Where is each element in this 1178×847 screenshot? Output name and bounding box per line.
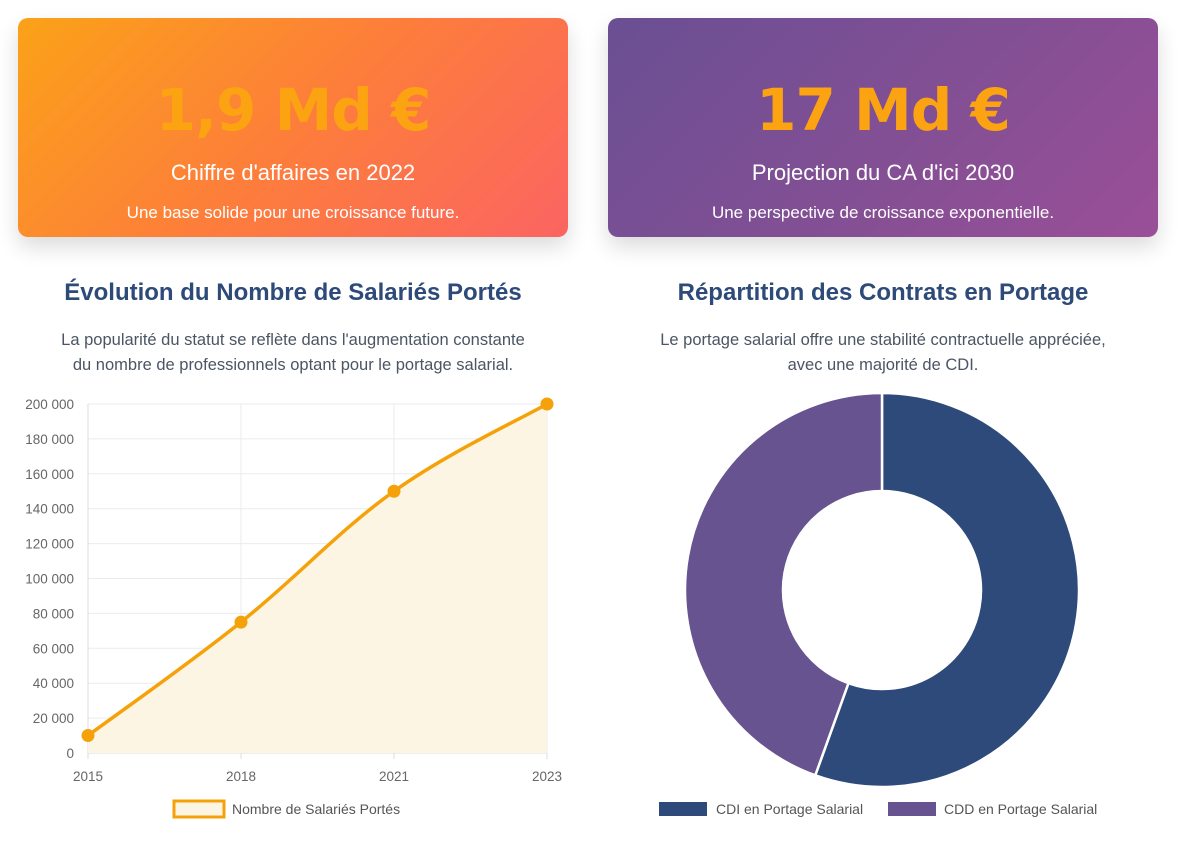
y-tick-label: 140 000	[25, 502, 74, 517]
data-point	[387, 484, 401, 498]
y-tick-label: 0	[66, 746, 74, 761]
card-label: Chiffre d'affaires en 2022	[170, 160, 416, 185]
line-chart-description: La popularité du statut se reflète dans …	[18, 328, 568, 378]
legend-label: Nombre de Salariés Portés	[232, 801, 400, 817]
donut-chart-description: Le portage salarial offre une stabilité …	[608, 328, 1158, 378]
series-area	[88, 404, 547, 753]
y-tick-label: 60 000	[33, 641, 74, 656]
x-tick-label: 2015	[73, 769, 103, 784]
card-label: Projection du CA d'ici 2030	[751, 160, 1015, 185]
data-point	[81, 729, 95, 743]
y-tick-label: 120 000	[25, 537, 74, 552]
card-value: 17 Md €	[756, 76, 1011, 144]
x-tick-label: 2018	[226, 769, 256, 784]
y-tick-label: 20 000	[33, 711, 74, 726]
description-line: avec une majorité de CDI.	[787, 356, 979, 374]
card-value: 1,9 Md €	[155, 76, 432, 144]
description-line: La popularité du statut se reflète dans …	[61, 331, 525, 349]
donut-slice	[813, 391, 1081, 789]
y-tick-label: 160 000	[25, 467, 74, 482]
legend-swatch	[659, 802, 707, 816]
data-point	[234, 615, 248, 629]
x-tick-label: 2023	[532, 769, 562, 784]
card-description: Une base solide pour une croissance futu…	[126, 203, 460, 222]
y-tick-label: 80 000	[33, 606, 74, 621]
y-tick-label: 40 000	[33, 676, 74, 691]
donut-chart-title: Répartition des Contrats en Portage	[677, 279, 1089, 306]
legend-label: CDD en Portage Salarial	[944, 801, 1097, 817]
y-tick-label: 180 000	[25, 432, 74, 447]
y-tick-label: 200 000	[25, 397, 74, 412]
legend-label: CDI en Portage Salarial	[716, 801, 863, 817]
card-description: Une perspective de croissance exponentie…	[711, 203, 1055, 222]
description-line: du nombre de professionnels optant pour …	[72, 356, 514, 374]
donut-slice	[683, 391, 884, 777]
y-tick-label: 100 000	[25, 572, 74, 587]
line-chart-title: Évolution du Nombre de Salariés Portés	[64, 279, 522, 306]
legend-swatch	[888, 802, 936, 816]
x-tick-label: 2021	[379, 769, 409, 784]
legend-swatch	[172, 799, 226, 819]
series-line	[86, 402, 548, 737]
revenue-2022-card: 1,9 Md € Chiffre d'affaires en 2022 Une …	[18, 18, 568, 237]
description-line: Le portage salarial offre une stabilité …	[660, 331, 1106, 349]
data-point	[540, 397, 554, 411]
revenue-2030-card: 17 Md € Projection du CA d'ici 2030 Une …	[608, 18, 1158, 237]
